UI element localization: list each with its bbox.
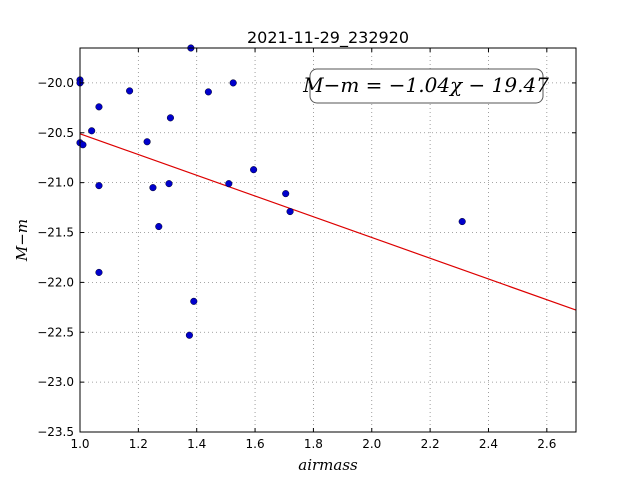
x-tick-label: 2.0 [362, 437, 381, 451]
plot-background [80, 48, 576, 432]
ticks: 1.0 1.2 1.4 1.6 1.8 2.0 2.2 2.4 2.6 −20.0 −20.5 −21… [37, 48, 576, 451]
fit-equation: M−m = −1.04χ − 19.47 [302, 73, 549, 97]
data-point [282, 190, 290, 198]
data-point [95, 182, 103, 190]
data-point [458, 217, 466, 226]
fit-line [79, 133, 577, 311]
y-tick-label: −23.0 [37, 375, 74, 389]
data-point [143, 138, 151, 146]
y-tick-label: −22.0 [37, 275, 74, 289]
y-tick-label: −21.5 [37, 226, 74, 240]
x-tick-label: 2.4 [479, 437, 498, 451]
data-point [225, 180, 233, 188]
x-tick-label: 2.2 [421, 437, 440, 451]
data-point [250, 166, 258, 174]
chart-title: 2021-11-29_232920 [247, 28, 409, 48]
data-point [79, 141, 87, 149]
y-tick-label: −23.5 [37, 425, 74, 439]
data-point [155, 222, 163, 231]
data-point [286, 208, 294, 216]
data-point [166, 114, 174, 122]
fit-line-layer [79, 133, 577, 311]
data-point [126, 87, 134, 95]
x-axis-label: airmass [298, 456, 358, 474]
legend-box: M−m = −1.04χ − 19.47 [302, 68, 549, 104]
data-point [185, 331, 193, 339]
y-tick-label: −20.5 [37, 126, 74, 140]
y-axis-label: M−m [13, 219, 31, 262]
x-tick-label: 1.0 [70, 437, 89, 451]
data-point [149, 184, 157, 192]
data-point [204, 88, 212, 96]
data-point [190, 297, 198, 305]
data-point [88, 127, 96, 135]
y-tick-label: −22.5 [37, 325, 74, 339]
data-points [76, 44, 466, 339]
plot-frame [79, 47, 577, 433]
y-tick-label: −21.0 [37, 176, 74, 190]
x-tick-label: 1.2 [129, 437, 148, 451]
y-tick-label: −20.0 [37, 76, 74, 90]
x-tick-label: 1.8 [304, 437, 323, 451]
data-point [165, 180, 173, 188]
data-point [95, 268, 103, 276]
x-tick-label: 2.6 [537, 437, 556, 451]
x-tick-label: 1.6 [246, 437, 265, 451]
data-point [95, 103, 103, 111]
x-tick-label: 1.4 [187, 437, 206, 451]
data-point [229, 79, 237, 87]
